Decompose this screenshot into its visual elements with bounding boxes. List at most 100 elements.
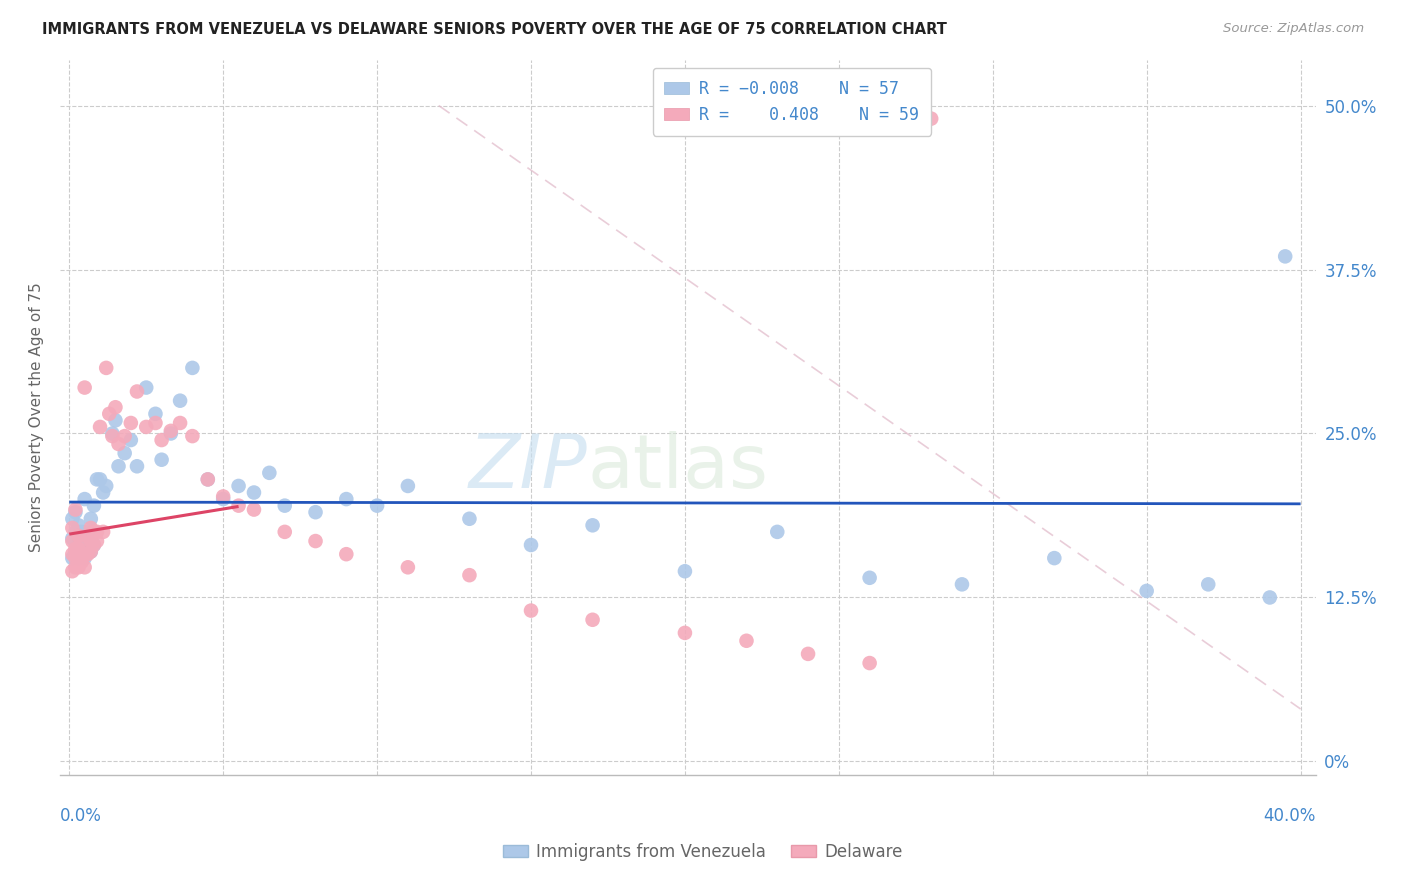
Point — [60, 521, 83, 535]
Point — [366, 499, 388, 513]
Point — [125, 459, 148, 474]
Point — [101, 429, 124, 443]
Point — [135, 420, 157, 434]
Point — [135, 380, 157, 394]
Point — [673, 564, 696, 578]
Point — [181, 360, 204, 375]
Point — [107, 459, 129, 474]
Point — [160, 426, 183, 441]
Point — [76, 529, 98, 543]
Point — [67, 538, 90, 552]
Point — [80, 534, 103, 549]
Point — [65, 524, 87, 539]
Point — [86, 534, 108, 549]
Point — [1043, 551, 1066, 566]
Text: 40.0%: 40.0% — [1264, 806, 1316, 825]
Point — [114, 429, 136, 443]
Point — [197, 472, 219, 486]
Point — [73, 560, 96, 574]
Point — [125, 384, 148, 399]
Point — [396, 479, 419, 493]
Point — [458, 512, 481, 526]
Point — [73, 547, 96, 561]
Point — [228, 479, 250, 493]
Point — [60, 551, 83, 566]
Point — [65, 541, 87, 556]
Point — [65, 560, 87, 574]
Point — [76, 538, 98, 552]
Point — [70, 534, 93, 549]
Point — [1197, 577, 1219, 591]
Point — [67, 518, 90, 533]
Point — [73, 380, 96, 394]
Point — [86, 472, 108, 486]
Point — [60, 564, 83, 578]
Point — [70, 544, 93, 558]
Point — [60, 532, 83, 546]
Point — [65, 544, 87, 558]
Point — [80, 544, 103, 558]
Point — [228, 499, 250, 513]
Point — [104, 401, 127, 415]
Point — [96, 360, 118, 375]
Point — [581, 518, 603, 533]
Point — [70, 547, 93, 561]
Point — [83, 524, 105, 539]
Point — [197, 472, 219, 486]
Y-axis label: Seniors Poverty Over the Age of 75: Seniors Poverty Over the Age of 75 — [30, 282, 44, 552]
Point — [920, 112, 942, 126]
Point — [150, 452, 173, 467]
Point — [67, 560, 90, 574]
Point — [60, 547, 83, 561]
Point — [65, 505, 87, 519]
Point — [304, 534, 326, 549]
Point — [101, 426, 124, 441]
Point — [107, 437, 129, 451]
Point — [169, 393, 191, 408]
Point — [83, 538, 105, 552]
Point — [73, 551, 96, 566]
Text: ZIP: ZIP — [468, 431, 588, 503]
Point — [60, 534, 83, 549]
Point — [104, 413, 127, 427]
Point — [1258, 591, 1281, 605]
Point — [73, 492, 96, 507]
Point — [1274, 249, 1296, 263]
Point — [145, 416, 167, 430]
Point — [212, 490, 235, 504]
Point — [67, 547, 90, 561]
Point — [766, 524, 789, 539]
Point — [120, 433, 142, 447]
Point — [274, 524, 297, 539]
Point — [80, 544, 103, 558]
Point — [335, 547, 357, 561]
Point — [65, 502, 87, 516]
Text: Source: ZipAtlas.com: Source: ZipAtlas.com — [1223, 22, 1364, 36]
Point — [859, 656, 882, 670]
Text: atlas: atlas — [588, 431, 769, 504]
Point — [520, 604, 543, 618]
Point — [458, 568, 481, 582]
Text: IMMIGRANTS FROM VENEZUELA VS DELAWARE SENIORS POVERTY OVER THE AGE OF 75 CORRELA: IMMIGRANTS FROM VENEZUELA VS DELAWARE SE… — [42, 22, 948, 37]
Point — [70, 555, 93, 569]
Point — [735, 633, 758, 648]
Point — [76, 524, 98, 539]
Point — [98, 407, 121, 421]
Point — [160, 424, 183, 438]
Point — [114, 446, 136, 460]
Point — [91, 485, 114, 500]
Point — [91, 524, 114, 539]
Legend: R = −0.008    N = 57, R =    0.408    N = 59: R = −0.008 N = 57, R = 0.408 N = 59 — [652, 68, 931, 136]
Point — [212, 492, 235, 507]
Point — [67, 541, 90, 556]
Point — [120, 416, 142, 430]
Point — [83, 499, 105, 513]
Point — [243, 485, 266, 500]
Point — [83, 538, 105, 552]
Point — [169, 416, 191, 430]
Point — [181, 429, 204, 443]
Point — [335, 492, 357, 507]
Point — [76, 547, 98, 561]
Point — [259, 466, 281, 480]
Point — [396, 560, 419, 574]
